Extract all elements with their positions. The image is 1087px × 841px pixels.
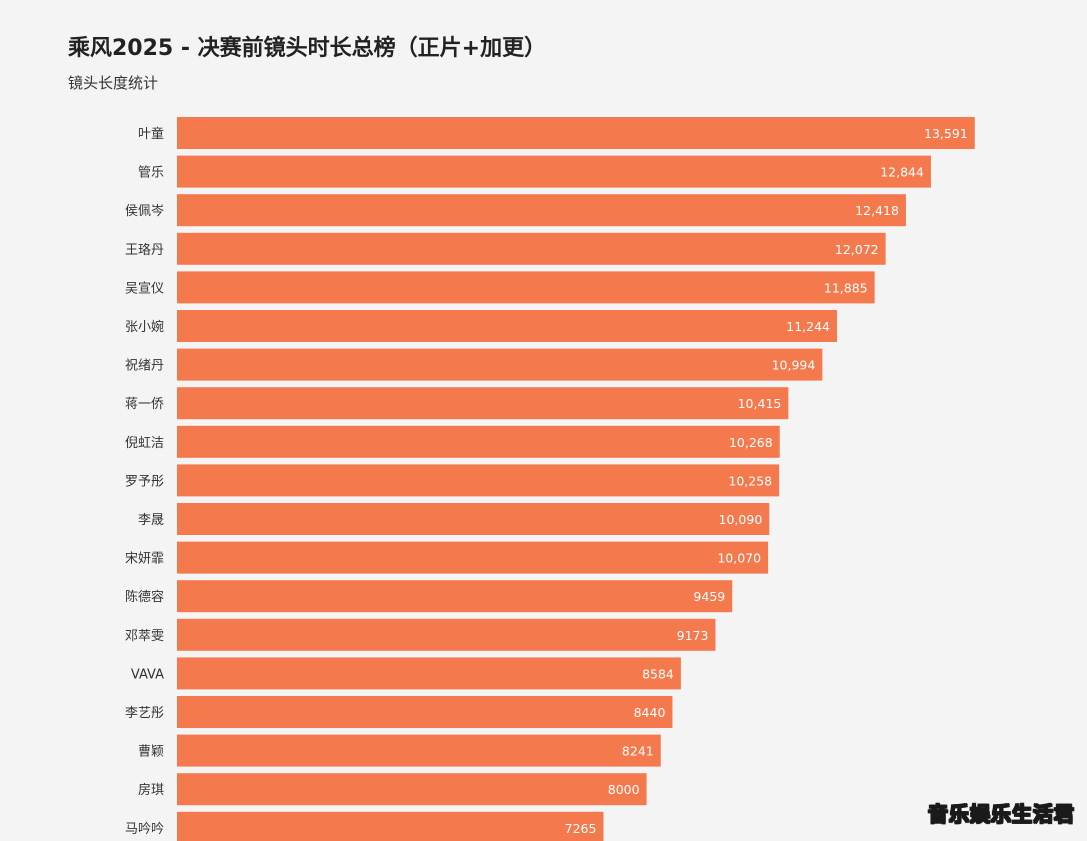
value-label: 7265 bbox=[565, 821, 597, 836]
bar bbox=[177, 232, 886, 265]
category-label: 曹颖 bbox=[138, 745, 164, 760]
category-label: 张小婉 bbox=[125, 319, 164, 335]
value-label: 9459 bbox=[693, 589, 725, 604]
value-label: 12,072 bbox=[835, 242, 879, 257]
category-label: 陈德容 bbox=[125, 589, 164, 605]
chart-title: 乘风2025 - 决赛前镜头时长总榜（正片+加更） bbox=[68, 36, 547, 61]
category-label: 李晟 bbox=[138, 513, 164, 528]
value-label: 11,885 bbox=[824, 280, 868, 295]
value-label: 10,268 bbox=[729, 435, 773, 450]
value-label: 10,090 bbox=[719, 512, 763, 527]
bar bbox=[177, 117, 975, 149]
value-label: 11,244 bbox=[786, 319, 830, 334]
value-label: 10,070 bbox=[717, 551, 761, 566]
bar bbox=[177, 271, 875, 304]
category-label: 叶童 bbox=[138, 126, 164, 142]
category-label: 管乐 bbox=[138, 166, 164, 181]
category-label: 王珞丹 bbox=[125, 243, 164, 258]
value-label: 12,418 bbox=[855, 203, 899, 218]
value-label: 13,591 bbox=[924, 126, 968, 141]
category-label: 祝绪丹 bbox=[125, 359, 164, 374]
category-label: VAVA bbox=[131, 667, 164, 682]
category-label: 李艺彤 bbox=[125, 706, 164, 721]
bar bbox=[177, 541, 769, 574]
chart-subtitle: 镜头长度统计 bbox=[68, 74, 159, 92]
bar bbox=[177, 773, 647, 806]
bar bbox=[177, 464, 780, 497]
value-label: 8241 bbox=[622, 744, 654, 759]
bar bbox=[177, 734, 661, 767]
bar bbox=[177, 503, 770, 535]
category-label: 罗予彤 bbox=[125, 474, 164, 489]
value-label: 8000 bbox=[608, 782, 640, 797]
category-label: 侯佩岑 bbox=[125, 204, 164, 219]
category-label: 宋妍霏 bbox=[125, 552, 164, 567]
value-label: 10,258 bbox=[728, 473, 772, 488]
bar bbox=[177, 155, 931, 188]
category-label: 房琪 bbox=[138, 782, 164, 798]
value-label: 10,994 bbox=[772, 358, 816, 373]
category-label: 邓萃雯 bbox=[125, 629, 164, 644]
bar bbox=[177, 348, 823, 381]
category-label: 倪虹洁 bbox=[125, 436, 164, 451]
bar bbox=[177, 580, 733, 613]
value-label: 10,415 bbox=[738, 396, 782, 411]
bar bbox=[177, 310, 838, 342]
value-label: 12,844 bbox=[880, 165, 924, 180]
watermark-text: 音乐娱乐生活君 bbox=[928, 802, 1075, 827]
bar bbox=[177, 618, 716, 651]
bar bbox=[177, 194, 906, 227]
bar bbox=[177, 696, 673, 728]
bar bbox=[177, 657, 681, 690]
bar bbox=[177, 387, 789, 420]
category-label: 马吟吟 bbox=[125, 821, 164, 837]
value-label: 8584 bbox=[642, 666, 674, 681]
value-label: 9173 bbox=[677, 628, 709, 643]
category-label: 蒋一侨 bbox=[125, 397, 164, 412]
bar bbox=[177, 811, 604, 841]
category-label: 吴宣仪 bbox=[125, 280, 164, 296]
bar bbox=[177, 425, 780, 458]
value-label: 8440 bbox=[634, 705, 666, 720]
